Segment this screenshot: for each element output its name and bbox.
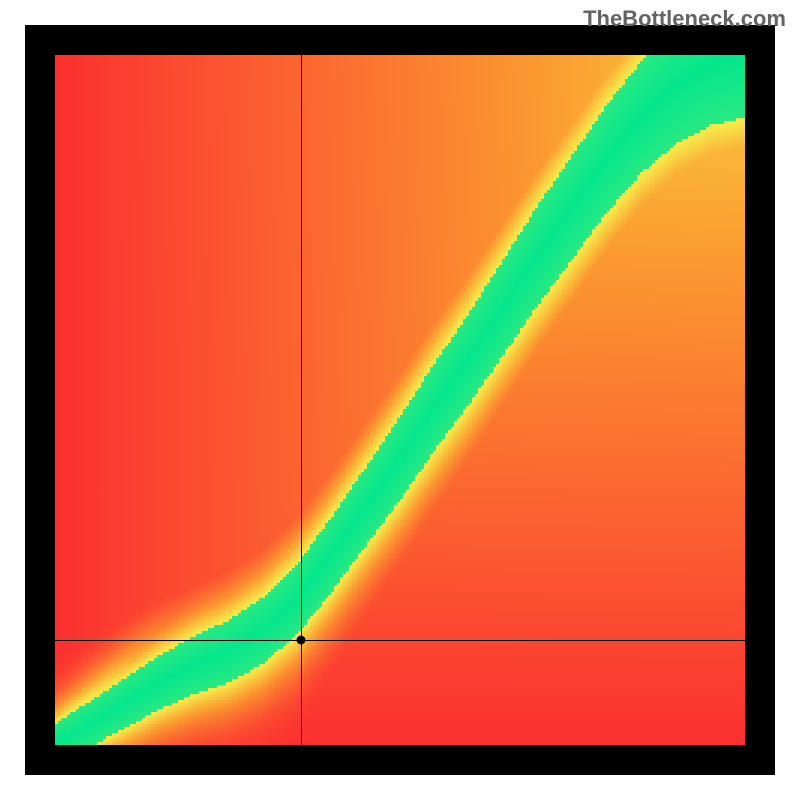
marker-point [297, 636, 306, 645]
chart-container: TheBottleneck.com [0, 0, 800, 800]
crosshair-horizontal [55, 640, 745, 641]
heatmap-canvas [55, 55, 745, 745]
heatmap-plot [55, 55, 745, 745]
watermark-text: TheBottleneck.com [583, 6, 786, 32]
